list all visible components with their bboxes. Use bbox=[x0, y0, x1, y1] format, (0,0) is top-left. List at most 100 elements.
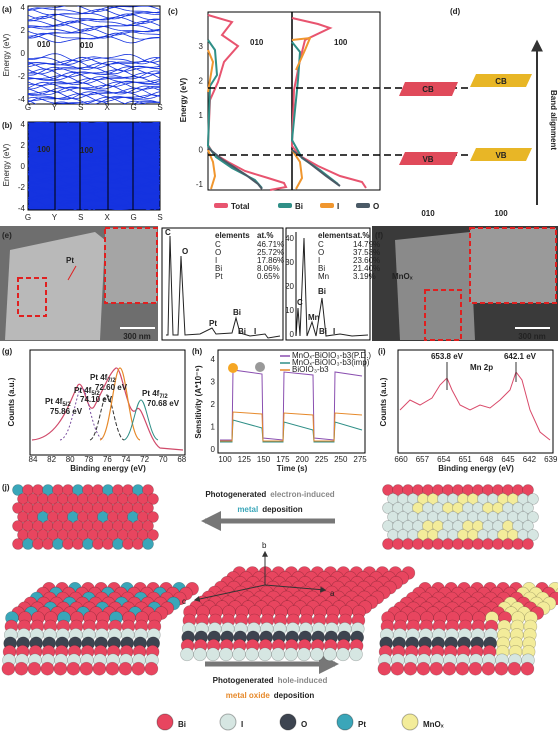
table-header: at.% bbox=[353, 231, 369, 240]
atom bbox=[377, 661, 392, 676]
band-line bbox=[28, 174, 160, 185]
facet-title: 100 bbox=[80, 146, 94, 155]
xps-peak bbox=[123, 399, 159, 441]
tick-label: 645 bbox=[501, 455, 515, 464]
band-line bbox=[28, 168, 160, 178]
tick-label: 0 bbox=[290, 330, 295, 339]
atom bbox=[232, 647, 246, 662]
atom bbox=[105, 661, 120, 676]
atom bbox=[32, 538, 44, 550]
band-line bbox=[28, 100, 160, 104]
atom bbox=[1, 661, 16, 676]
atom bbox=[102, 538, 114, 550]
axis-c bbox=[193, 584, 266, 602]
caption-part: deposition bbox=[274, 691, 315, 700]
peak-energy: 75.86 eV bbox=[50, 407, 83, 416]
crystal-models bbox=[1, 484, 558, 676]
table-cell: I bbox=[318, 256, 320, 265]
panel-label: (f) bbox=[375, 231, 383, 240]
inset-box bbox=[469, 227, 557, 304]
atom bbox=[522, 484, 534, 496]
axis-title: Band alignment bbox=[549, 90, 558, 150]
table-header: at.% bbox=[257, 231, 273, 240]
caption-part: metal bbox=[237, 505, 258, 514]
peak-sub: 7/2 bbox=[159, 394, 168, 400]
tick-label: 80 bbox=[66, 455, 75, 464]
band-line bbox=[28, 143, 160, 153]
table-cell: Mn bbox=[318, 272, 329, 281]
peak-label: I bbox=[254, 327, 256, 336]
legend-label: O bbox=[301, 720, 307, 729]
band-line bbox=[28, 154, 160, 164]
tick-label: 30 bbox=[285, 258, 294, 267]
xps-peak bbox=[89, 394, 125, 441]
eds-frame-mn bbox=[285, 227, 371, 341]
crystal bbox=[395, 232, 475, 340]
tick-label: 1 bbox=[199, 111, 204, 120]
band-line bbox=[28, 199, 160, 209]
atom bbox=[271, 647, 285, 662]
band-line bbox=[28, 122, 160, 130]
caption: metal oxide deposition bbox=[226, 691, 315, 700]
eds-spectrum-pt bbox=[166, 235, 281, 339]
band-line bbox=[28, 93, 160, 103]
band-line bbox=[28, 12, 160, 20]
tick-label: 70 bbox=[159, 455, 168, 464]
band-line bbox=[28, 13, 160, 22]
tick-label: 84 bbox=[29, 455, 38, 464]
scale-label: 300 nm bbox=[123, 332, 151, 341]
cb-bar-100 bbox=[470, 74, 532, 87]
atom bbox=[323, 647, 337, 662]
atom bbox=[432, 538, 444, 550]
inset-label: 100 bbox=[37, 145, 51, 154]
atom bbox=[482, 538, 494, 550]
table-cell: 0.65% bbox=[257, 272, 280, 281]
atom bbox=[131, 661, 146, 676]
band-line bbox=[28, 6, 160, 15]
tick-label: S bbox=[157, 103, 162, 112]
atom bbox=[507, 661, 522, 676]
peak-sub: 5/2 bbox=[91, 391, 100, 397]
atom bbox=[412, 538, 424, 550]
inset-label: 010 bbox=[37, 40, 51, 49]
atom bbox=[472, 538, 484, 550]
atom bbox=[12, 538, 24, 550]
tick-label: 10 bbox=[285, 306, 294, 315]
band-line bbox=[28, 188, 160, 197]
atom bbox=[72, 538, 84, 550]
table-cell: O bbox=[215, 248, 221, 257]
table-cell: O bbox=[318, 248, 324, 257]
tick-label: 100 bbox=[218, 455, 232, 464]
tick-label: 78 bbox=[84, 455, 93, 464]
atom bbox=[422, 538, 434, 550]
atom bbox=[416, 661, 431, 676]
atom bbox=[527, 529, 539, 541]
peak-label: Bi bbox=[238, 327, 246, 336]
table-cell: 14.79% bbox=[353, 240, 380, 249]
xps-pt-frame bbox=[29, 349, 186, 456]
tick-label: 2 bbox=[21, 141, 26, 150]
table-cell: 21.40% bbox=[353, 264, 380, 273]
peak-label: Bi bbox=[319, 327, 327, 336]
band-line bbox=[28, 16, 160, 25]
facet-label: 010 bbox=[421, 209, 435, 218]
y-axis-label: Sensitivity (A*10⁻⁵) bbox=[194, 365, 203, 439]
axis-letter: b bbox=[262, 541, 267, 550]
tick-label: 2 bbox=[211, 400, 216, 409]
tick-label: 642 bbox=[523, 455, 537, 464]
atom bbox=[62, 538, 74, 550]
facet-label: 010 bbox=[250, 38, 264, 47]
tick-label: 660 bbox=[394, 455, 408, 464]
tick-label: 1 bbox=[211, 423, 216, 432]
tick-label: 0 bbox=[199, 146, 204, 155]
atom bbox=[42, 538, 54, 550]
axis-letter: a bbox=[330, 589, 335, 598]
tick-label: G bbox=[25, 103, 31, 112]
tick-label: -4 bbox=[18, 204, 26, 213]
caption: Photogenerated electron-induced bbox=[205, 490, 334, 499]
atom bbox=[494, 661, 509, 676]
tick-label: -1 bbox=[196, 180, 204, 189]
tick-label: 150 bbox=[257, 455, 271, 464]
panel-label: (e) bbox=[2, 231, 12, 240]
atom bbox=[336, 647, 350, 662]
